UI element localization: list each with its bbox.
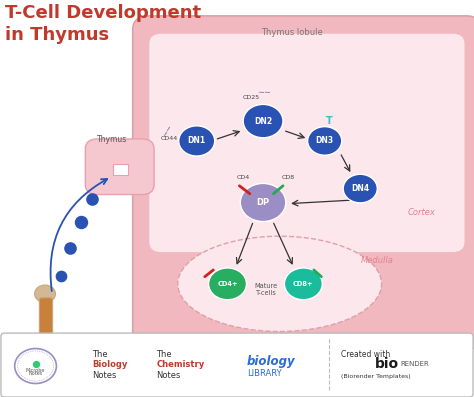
Text: Created with: Created with [341,350,391,358]
Text: Notes: Notes [156,371,181,380]
Text: Bone
marrow: Bone marrow [18,350,48,370]
Point [57,273,64,279]
Text: DN2: DN2 [254,117,272,125]
Text: Thymus: Thymus [97,135,127,144]
FancyBboxPatch shape [133,16,474,349]
Text: (Biorender Templates): (Biorender Templates) [341,374,411,379]
Text: Microbe: Microbe [26,368,45,372]
Text: bio: bio [374,357,399,372]
Text: DP: DP [256,198,270,207]
Text: DN4: DN4 [351,184,369,193]
Text: CD8: CD8 [281,175,294,180]
Circle shape [284,268,322,300]
Point [66,245,74,251]
Text: Cortex: Cortex [407,208,435,217]
Circle shape [15,349,56,384]
Text: The: The [156,350,172,358]
Circle shape [179,126,215,156]
Text: CD4+: CD4+ [217,281,238,287]
Point [77,219,84,225]
Text: DN1: DN1 [188,137,206,145]
Text: CD25: CD25 [243,95,260,100]
FancyBboxPatch shape [85,139,154,195]
Circle shape [308,127,342,155]
Circle shape [343,174,377,203]
FancyBboxPatch shape [113,164,128,175]
Text: Medulla: Medulla [360,256,393,265]
Circle shape [243,104,283,138]
Text: CD44: CD44 [161,137,178,141]
Text: Notes: Notes [28,372,43,376]
FancyBboxPatch shape [39,298,53,345]
Circle shape [35,285,55,303]
Ellipse shape [39,340,53,347]
Text: CD8+: CD8+ [293,281,314,287]
FancyBboxPatch shape [1,333,473,397]
Text: T: T [326,116,333,126]
Circle shape [209,268,246,300]
Text: Mature
T-cells: Mature T-cells [255,283,278,296]
Ellipse shape [178,236,382,331]
Text: CD4: CD4 [237,175,250,180]
Text: Biology: Biology [92,360,128,369]
Text: The: The [92,350,108,358]
Text: T-Cell Development
in Thymus: T-Cell Development in Thymus [5,4,201,44]
Text: biology: biology [246,355,295,368]
Text: Chemistry: Chemistry [156,360,205,369]
Circle shape [18,351,54,381]
Text: ∼∼: ∼∼ [257,88,271,97]
FancyBboxPatch shape [149,34,465,252]
Text: Thymus lobule: Thymus lobule [261,28,322,37]
Circle shape [240,183,286,222]
Text: LIBRARY: LIBRARY [247,370,282,378]
Point [89,196,96,202]
Text: Notes: Notes [92,371,117,380]
Text: ∼∼: ∼∼ [160,123,175,139]
Point [32,361,39,368]
Text: RENDER: RENDER [401,361,429,368]
Text: DN3: DN3 [316,137,334,145]
